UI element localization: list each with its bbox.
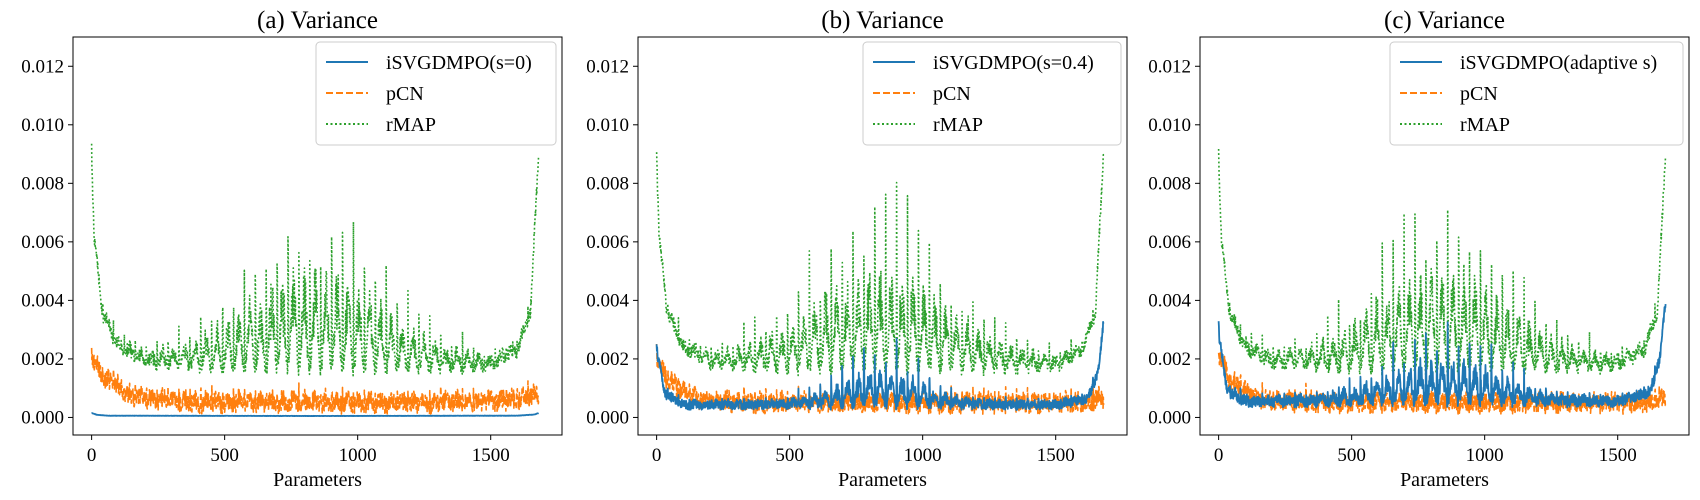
panel-a-ytick-label: 0.004 <box>21 290 64 311</box>
panel-b-axes-frame <box>637 36 1128 436</box>
panel-a: (a) Variance Parameters 0.000 0.002 0.004 0… <box>21 7 563 491</box>
panel-c-ytick-label: 0.006 <box>1148 232 1191 253</box>
panel-b-legend-label-pcn: pCN <box>933 83 971 105</box>
panel-c-legend-label-rmap: rMAP <box>1460 114 1510 136</box>
panel-a-axes-frame <box>72 36 563 436</box>
panel-c-xtick-label: 1000 <box>1466 445 1504 466</box>
panel-c-xlabel: Parameters <box>1400 469 1489 491</box>
panel-b-ytick-label: 0.004 <box>586 290 629 311</box>
panel-c-legend-label-pcn: pCN <box>1460 83 1498 105</box>
panel-b-xtick-label: 0 <box>652 445 662 466</box>
panel-c-legend-box <box>1389 41 1684 146</box>
panel-a-legend: iSVGDMPO(s=0) pCN rMAP <box>315 41 557 146</box>
panel-b-legend-label-rmap: rMAP <box>933 114 983 136</box>
panel-c-ytick-label: 0.012 <box>1148 56 1191 77</box>
panel-c-axes-frame <box>1199 36 1690 436</box>
panel-a-series-pcn-line <box>90 347 540 416</box>
panel-a-ytick-label: 0.000 <box>21 407 64 428</box>
panel-c: (c) Variance Parameters 0.000 0.002 0.004 0… <box>1148 7 1690 491</box>
panel-a-legend-label-rmap: rMAP <box>386 114 436 136</box>
panel-b-title: (b) Variance <box>821 7 943 34</box>
panel-b-ytick-label: 0.010 <box>586 115 629 136</box>
panel-c-ytick-label: 0.002 <box>1148 349 1191 370</box>
panel-a-legend-label-pcn: pCN <box>386 83 424 105</box>
panel-c-ytick-label: 0.004 <box>1148 290 1191 311</box>
panel-c-ytick-label: 0.000 <box>1148 407 1191 428</box>
panel-a-ytick-label: 0.006 <box>21 232 64 253</box>
panel-b-series-isvgd-line <box>655 320 1105 411</box>
panel-c-xtick-label: 500 <box>1337 445 1366 466</box>
panel-b: (b) Variance Parameters 0.000 0.002 0.004 0… <box>586 7 1128 491</box>
panel-a-xtick-label: 0 <box>87 445 97 466</box>
panel-c-legend-label-isvgd: iSVGDMPO(adaptive s) <box>1460 52 1657 74</box>
panel-b-ytick-label: 0.002 <box>586 349 629 370</box>
panel-c-series-isvgd-line <box>1217 304 1667 409</box>
panel-b-series-pcn-line <box>655 343 1105 416</box>
panel-b-xtick-label: 500 <box>775 445 804 466</box>
panel-c-plot-area <box>1217 148 1667 415</box>
panel-b-ytick-label: 0.006 <box>586 232 629 253</box>
panel-a-plot-area <box>90 143 540 418</box>
panel-a-ytick-label: 0.002 <box>21 349 64 370</box>
panel-c-title: (c) Variance <box>1384 7 1505 34</box>
panel-a-legend-label-isvgd: iSVGDMPO(s=0) <box>386 52 532 74</box>
panel-a-series-rmap-line <box>90 143 540 377</box>
panel-a-xlabel: Parameters <box>273 469 362 491</box>
panel-b-series-rmap-line <box>655 152 1105 377</box>
panel-b-ytick-label: 0.012 <box>586 56 629 77</box>
panel-c-ytick-label: 0.010 <box>1148 115 1191 136</box>
panel-b-legend-box <box>862 41 1122 146</box>
panel-a-ytick-label: 0.008 <box>21 173 64 194</box>
panel-b-ytick-label: 0.000 <box>586 407 629 428</box>
panel-a-xtick-label: 1500 <box>472 445 510 466</box>
panel-b-xtick-label: 1000 <box>904 445 942 466</box>
panel-a-ytick-label: 0.012 <box>21 56 64 77</box>
panel-c-series-rmap-line <box>1217 148 1667 377</box>
panel-a-xtick-label: 500 <box>210 445 239 466</box>
panel-a-legend-box <box>315 41 557 146</box>
panel-b-legend-label-isvgd: iSVGDMPO(s=0.4) <box>933 52 1094 74</box>
panel-b-xlabel: Parameters <box>838 469 927 491</box>
panel-b-xtick-label: 1500 <box>1037 445 1075 466</box>
panel-c-xtick-label: 0 <box>1214 445 1224 466</box>
panel-c-ytick-label: 0.008 <box>1148 173 1191 194</box>
panel-c-legend: iSVGDMPO(adaptive s) pCN rMAP <box>1389 41 1684 146</box>
panel-b-legend: iSVGDMPO(s=0.4) pCN rMAP <box>862 41 1122 146</box>
panel-b-ytick-label: 0.008 <box>586 173 629 194</box>
panel-c-xtick-label: 1500 <box>1599 445 1637 466</box>
panel-a-xtick-label: 1000 <box>339 445 377 466</box>
panel-a-title: (a) Variance <box>257 7 378 34</box>
panel-a-series-isvgd-line <box>90 412 540 418</box>
panel-a-ytick-label: 0.010 <box>21 115 64 136</box>
panel-b-plot-area <box>655 152 1105 416</box>
